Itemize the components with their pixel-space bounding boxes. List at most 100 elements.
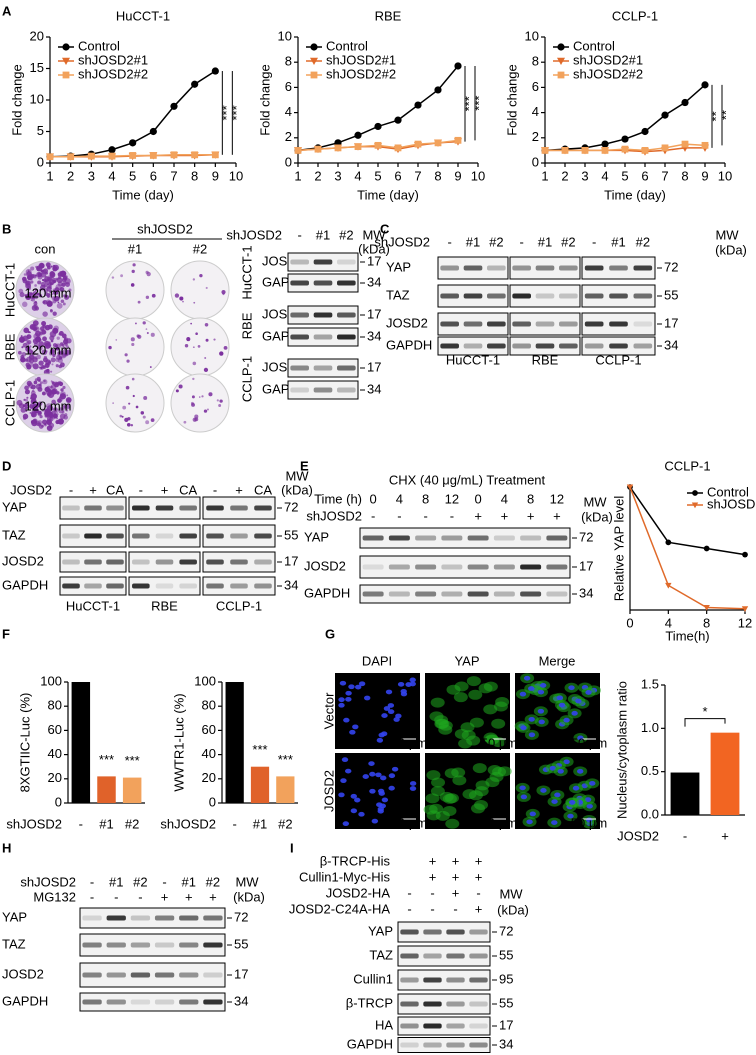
colony [34,300,37,304]
band [467,591,489,597]
cell [487,765,502,776]
significance-label: *** [252,742,267,757]
x-tick-label: 5 [621,168,628,183]
nucleus [563,759,570,765]
lane-label: + [475,901,483,916]
row-label: JOSD2 [321,770,336,812]
band [337,259,356,265]
lane-label: + [474,508,482,523]
cell [483,704,498,715]
mw-label: 17 [664,315,678,330]
data-point [661,144,669,152]
panel-label: G [325,626,335,641]
band [469,977,488,983]
protein-label: GAPDH [347,1036,393,1051]
header-label: β-TRCP-His [320,853,391,868]
colony [37,280,42,285]
lane-label: + [161,889,169,904]
colony [137,334,142,339]
legend-marker [62,71,70,79]
x-tick-label: 4 [354,168,361,183]
dish [105,260,165,320]
colony [59,393,67,400]
colony [17,350,22,355]
band [106,999,126,1005]
x-tick-label: 8 [703,615,710,630]
y-tick-label: 100 [40,673,62,688]
nucleus [519,691,527,697]
colony [67,399,70,402]
mw-label: 72 [234,909,248,924]
band [179,942,199,948]
protein-label: GAPDH [2,577,48,592]
colony [195,332,198,336]
colony [115,339,118,341]
colony [221,290,226,295]
data-point [374,122,382,131]
colony [58,364,63,369]
nucleus [571,710,578,716]
colony [61,282,66,287]
colony [36,292,40,296]
colony [50,265,53,268]
mw-label: 34 [284,577,298,592]
colony [126,422,131,427]
data-point [701,141,709,149]
band [512,293,531,299]
colony [60,342,64,346]
colony [22,416,27,420]
colony [125,385,130,390]
channel-label: YAP [454,653,479,668]
band [493,564,515,570]
blot-strip [359,527,571,549]
band [106,972,126,978]
nucleus [342,821,350,827]
colony [64,278,71,285]
data-point [703,604,710,611]
lane-label: #1 [109,874,123,889]
data-point [211,151,219,159]
row-label: RBE [2,333,17,360]
protein-label: JOSD2 [304,558,346,573]
colony [38,366,41,369]
colony [64,342,68,346]
band [62,533,80,539]
band [230,533,248,539]
significance-label: *** [461,96,476,111]
bar [97,776,116,803]
data-point [354,143,362,151]
data-point [414,140,422,148]
band [82,915,102,921]
lane-label: + [185,889,193,904]
band [337,280,356,286]
bar [710,732,740,815]
band [130,915,151,921]
colony [131,342,135,347]
band [535,343,555,349]
blot-strip [397,1016,491,1036]
legend-label: shJOSD2 [707,496,756,511]
colony [143,395,148,400]
colony [37,378,42,383]
colony [61,333,67,339]
protein-label: GAPDH [304,585,350,600]
cell [434,718,449,729]
colony [53,407,58,412]
mw-label: 72 [284,499,298,514]
lane-label: #2 [206,874,220,889]
blot-strip [202,524,276,548]
colony [58,407,65,414]
y-tick-label: 40 [202,746,216,761]
lane-label: + [501,508,509,523]
nucleus [376,737,384,743]
colony [38,262,45,269]
band [290,365,309,371]
nucleus [358,681,366,687]
nucleus [569,799,576,805]
mw-label: 72 [499,923,513,938]
colony [30,266,35,271]
colony [32,328,37,332]
colony [42,324,46,328]
band [290,312,309,318]
channel-label: Merge [539,653,576,668]
